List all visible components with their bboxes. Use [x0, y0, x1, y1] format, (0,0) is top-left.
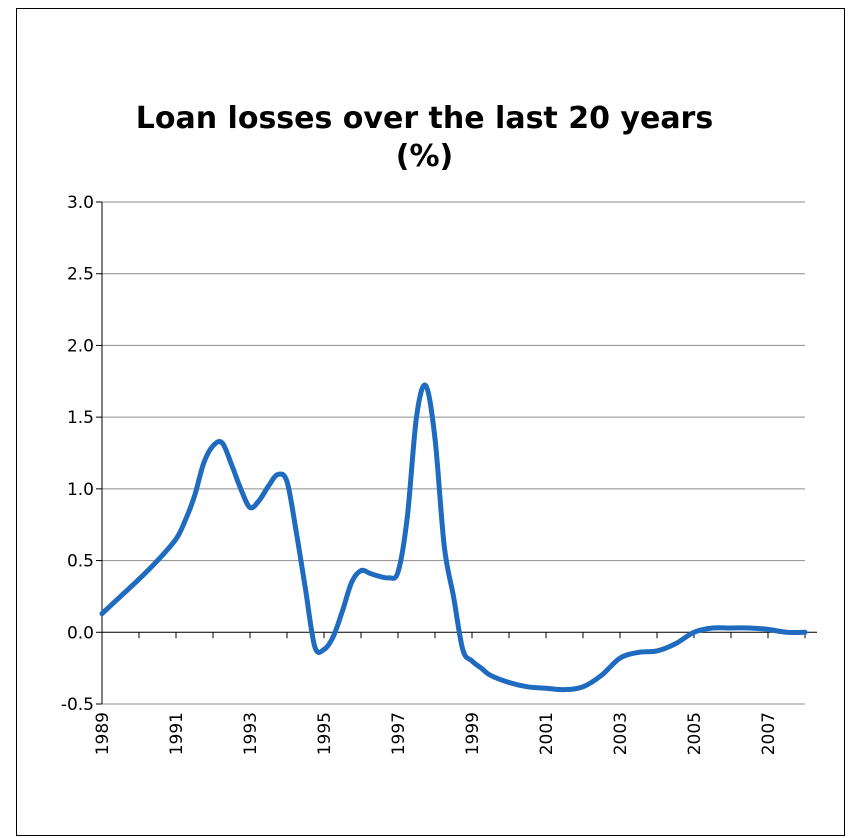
- y-tick-label: -0.5: [61, 695, 94, 715]
- x-tick-label: 1999: [463, 712, 483, 755]
- y-tick-label: 0.5: [67, 552, 94, 572]
- chart-title: Loan losses over the last 20 years (%): [0, 100, 849, 176]
- y-tick-label: 0.0: [67, 623, 94, 643]
- x-tick-label: 1991: [167, 712, 187, 755]
- y-tick-label: 1.5: [67, 408, 94, 428]
- y-tick-label: 1.0: [67, 480, 94, 500]
- y-tick-label: 2.5: [67, 265, 94, 285]
- x-tick-label: 2007: [759, 712, 779, 755]
- series-line: [99, 382, 808, 693]
- x-tick-label: 1989: [93, 712, 113, 755]
- x-tick-label: 1993: [241, 712, 261, 755]
- x-tick-label: 1997: [389, 712, 409, 755]
- x-tick-label: 1995: [315, 712, 335, 755]
- chart-title-line-1: Loan losses over the last 20 years: [135, 101, 714, 136]
- y-tick-label: 2.0: [67, 336, 94, 356]
- y-axis-ticks: -0.5 0.0 0.5 1.0 1.5 2.0 2.5 3.0: [61, 193, 102, 715]
- chart-title-line-2: (%): [395, 139, 454, 174]
- gridlines: [102, 201, 805, 705]
- series-layer: [99, 382, 808, 693]
- x-tick-label: 2003: [611, 712, 631, 755]
- x-tick-label: 2001: [537, 712, 557, 755]
- x-axis-ticks: 1989 1991 1993 1995 1997 1999 2001 2003 2005 2007: [93, 632, 806, 755]
- y-tick-label: 3.0: [67, 193, 94, 213]
- x-tick-label: 2005: [685, 712, 705, 755]
